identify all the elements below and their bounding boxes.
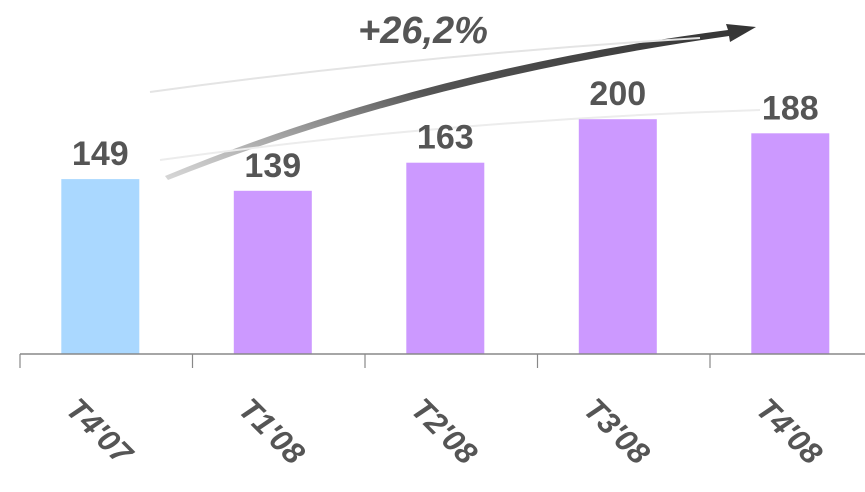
growth-arrow: [149, 24, 761, 180]
category-label-3: T3'08: [577, 391, 657, 471]
category-label-2: T2'08: [404, 391, 484, 471]
bars-group: [61, 119, 830, 354]
value-labels-group: 149 139 163 200 188: [72, 75, 819, 185]
value-label-0: 149: [72, 135, 129, 173]
bar-2: [406, 162, 485, 354]
x-axis: [19, 353, 865, 368]
bar-3: [578, 119, 657, 354]
bar-4: [751, 133, 830, 354]
bar-0: [61, 179, 140, 354]
bar-1: [233, 190, 312, 354]
value-label-3: 200: [589, 75, 646, 113]
value-label-1: 139: [244, 147, 301, 185]
value-label-4: 188: [762, 89, 819, 127]
growth-annotation: +26,2%: [358, 10, 488, 52]
category-label-4: T4'08: [749, 391, 829, 471]
value-label-2: 163: [417, 119, 474, 157]
category-label-1: T1'08: [232, 391, 312, 471]
category-labels-group: T4'07 T1'08 T2'08 T3'08 T4'08: [59, 391, 829, 472]
category-label-0: T4'07: [59, 391, 140, 472]
